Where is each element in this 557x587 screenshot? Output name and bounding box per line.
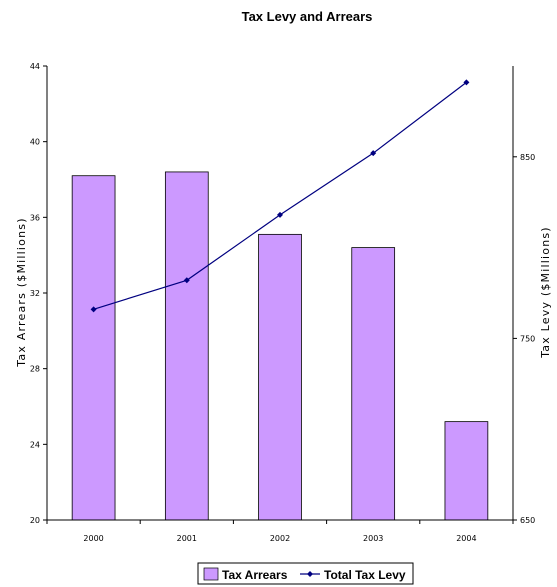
point-total-tax-levy-2004	[463, 79, 470, 86]
y-tick-label-left-20: 20	[30, 516, 40, 525]
legend-label-total-tax-levy: Total Tax Levy	[324, 568, 406, 582]
x-tick-label-2003: 2003	[363, 534, 383, 543]
point-total-tax-levy-2000	[90, 306, 97, 313]
y-axis-label-right: Tax Levy ($Millions)	[539, 226, 552, 359]
y-tick-label-right-750: 750	[520, 334, 535, 343]
bar-series	[71, 171, 489, 521]
bar-tax-arrears-2000	[71, 175, 116, 521]
legend-swatch-tax-arrears	[203, 567, 219, 581]
point-total-tax-levy-2001	[183, 277, 190, 284]
y-tick-label-left-28: 28	[30, 365, 40, 374]
legend-marker-total-tax-levy	[307, 571, 313, 577]
point-total-tax-levy-2002	[277, 211, 283, 218]
x-tick-label-2002: 2002	[270, 534, 290, 543]
y-tick-label-left-44: 44	[30, 62, 40, 71]
x-tick-label-2000: 2000	[83, 534, 103, 543]
point-total-tax-levy-2003	[370, 150, 377, 157]
bar-tax-arrears-2001	[164, 171, 209, 521]
x-tick-label-2001: 2001	[177, 534, 197, 543]
y-tick-label-left-32: 32	[30, 289, 40, 298]
legend-label-tax-arrears: Tax Arrears	[222, 568, 288, 582]
line-series	[90, 79, 470, 313]
y-tick-label-left-24: 24	[30, 440, 40, 449]
bar-tax-arrears-2002	[258, 233, 302, 521]
y-axis-label-left: Tax Arrears ($Millions)	[15, 217, 28, 367]
bar-tax-arrears-2004	[444, 421, 489, 521]
y-tick-label-left-40: 40	[30, 138, 40, 147]
bar-tax-arrears-2003	[351, 247, 396, 521]
x-tick-label-2004: 2004	[456, 534, 476, 543]
axes: 20 24 28 32 36 40 44 650 750 850 2000 2001 2002 2003 2…	[30, 62, 535, 543]
legend: Tax Arrears Total Tax Levy	[197, 562, 414, 585]
y-tick-label-right-650: 650	[520, 516, 535, 525]
y-tick-label-left-36: 36	[30, 213, 40, 222]
y-tick-label-right-850: 850	[520, 153, 535, 162]
chart-title: Tax Levy and Arrears	[242, 9, 373, 24]
